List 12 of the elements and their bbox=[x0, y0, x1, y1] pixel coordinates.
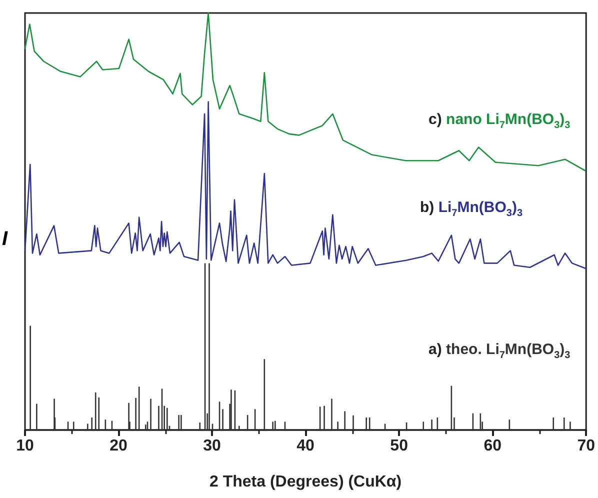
x-axis-title: 2 Theta (Degrees) (CuKα) bbox=[210, 474, 402, 490]
x-tick-label: 30 bbox=[203, 438, 222, 454]
y-axis-title: I bbox=[2, 228, 8, 251]
text: a) theo. Li$_{7}$Mn(BO$_{3}$)$_{3}$ bbox=[428, 340, 570, 361]
x-tick-label: 20 bbox=[110, 438, 128, 454]
x-tick-label: 10 bbox=[16, 438, 34, 454]
x-tick-label: 40 bbox=[296, 438, 315, 454]
x-tick-label: 70 bbox=[577, 438, 596, 454]
x-tick-label: 50 bbox=[390, 438, 408, 454]
x-tick-label: 60 bbox=[484, 438, 502, 454]
series-label: c) nano Li$_{7}$Mn(BO$_{3}$)$_{3}$ bbox=[428, 111, 570, 132]
text: b) Li$_{7}$Mn(BO$_{3}$)$_{3}$ bbox=[420, 198, 522, 219]
